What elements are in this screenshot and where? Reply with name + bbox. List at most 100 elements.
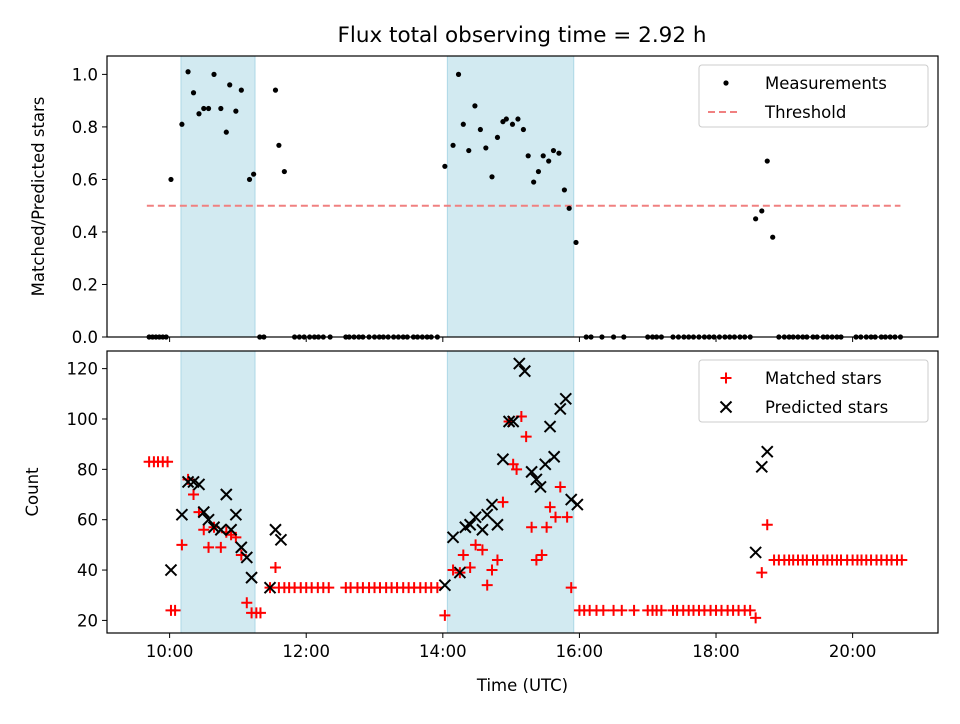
y-tick-label: 0.8	[72, 118, 98, 137]
y-tick-label: 0.2	[72, 275, 98, 294]
data-point	[439, 609, 451, 621]
data-point	[554, 402, 567, 416]
data-point	[276, 142, 282, 148]
chart-title: Flux total observing time = 2.92 h	[338, 23, 707, 48]
legend-marker-predicted	[719, 400, 733, 414]
data-point	[756, 567, 768, 579]
data-point	[749, 546, 762, 559]
y-axis-label: Matched/Predicted stars	[29, 97, 48, 297]
data-point	[323, 582, 335, 594]
data-point	[254, 607, 266, 619]
data-point	[198, 524, 210, 536]
y-axis-label: Count	[23, 467, 42, 517]
data-point	[761, 445, 774, 458]
data-point	[764, 158, 770, 164]
data-point	[175, 508, 189, 521]
data-point	[520, 126, 527, 133]
data-point	[235, 541, 248, 554]
data-point	[164, 563, 178, 577]
data-point	[483, 145, 489, 151]
y-tick-label: 60	[77, 511, 98, 530]
data-point	[511, 463, 523, 475]
data-point	[530, 473, 543, 486]
shaded-span-2	[446, 350, 575, 634]
data-point	[241, 597, 253, 609]
data-point	[176, 539, 188, 551]
data-point	[515, 116, 521, 122]
data-point	[181, 475, 195, 489]
data-point	[571, 498, 584, 511]
x-tick-label: 12:00	[282, 642, 330, 661]
data-point	[450, 142, 456, 148]
legend-label: Measurements	[765, 74, 887, 93]
data-point	[744, 604, 756, 616]
data-point	[502, 415, 516, 428]
legend-label: Predicted stars	[765, 398, 888, 417]
legend-marker-matched	[720, 372, 732, 384]
data-point	[628, 604, 640, 616]
x-axis-label: Time (UTC)	[476, 676, 568, 695]
data-point	[565, 582, 577, 594]
data-point	[491, 554, 503, 566]
data-point	[750, 612, 762, 624]
data-point	[274, 533, 288, 547]
shaded-span-2	[446, 55, 575, 338]
data-point	[238, 87, 244, 93]
series-matched-stars	[143, 410, 908, 624]
data-point	[561, 511, 573, 523]
data-point	[597, 604, 609, 616]
data-point	[464, 562, 476, 574]
data-point	[753, 216, 759, 222]
data-point	[481, 508, 494, 521]
data-point	[655, 604, 667, 616]
data-point	[240, 551, 253, 564]
data-point	[203, 541, 215, 553]
y-tick-label: 20	[77, 611, 98, 630]
x-tick-label: 16:00	[556, 642, 604, 661]
data-point	[513, 357, 526, 370]
data-point	[455, 71, 462, 77]
data-point	[214, 523, 228, 536]
data-point	[470, 539, 482, 551]
data-point	[566, 205, 572, 211]
data-point	[218, 105, 224, 112]
data-point	[547, 450, 561, 463]
data-point	[220, 488, 233, 501]
data-point	[196, 111, 202, 117]
data-point	[442, 163, 448, 169]
data-point	[211, 71, 217, 77]
series-predicted-stars	[164, 357, 774, 594]
data-point	[223, 129, 229, 135]
data-point	[205, 105, 212, 112]
legend-box	[698, 64, 929, 128]
data-point	[197, 505, 210, 519]
data-point	[761, 519, 773, 531]
legend-box	[698, 359, 929, 423]
data-point	[543, 420, 557, 433]
panel-bottom: 20 40 60 80 100 120 10:00 12:00 14:00 16:00 18:00 2…	[23, 350, 939, 695]
data-point	[486, 564, 498, 576]
data-point	[550, 511, 562, 523]
data-point	[755, 460, 768, 474]
data-point	[476, 544, 488, 556]
data-point	[489, 174, 495, 180]
data-point	[556, 150, 562, 156]
data-point	[616, 604, 628, 616]
data-point	[460, 121, 466, 127]
data-point	[496, 453, 510, 466]
data-point	[229, 508, 243, 521]
shaded-span-1	[180, 350, 256, 634]
y-tick-label: 100	[67, 410, 99, 429]
data-point	[192, 478, 206, 491]
data-point	[269, 523, 282, 536]
y-tick-label: 120	[67, 360, 99, 379]
data-point	[476, 523, 489, 536]
panel-top: 0.0 0.2 0.4 0.6 0.8 1.0 Matched/Predicted star…	[29, 55, 939, 347]
data-point	[573, 239, 579, 246]
data-point	[561, 187, 567, 193]
data-point	[190, 90, 197, 96]
data-point	[269, 562, 281, 574]
legend: Matched stars Predicted stars	[698, 359, 929, 423]
y-tick-label: 0.4	[72, 223, 98, 242]
